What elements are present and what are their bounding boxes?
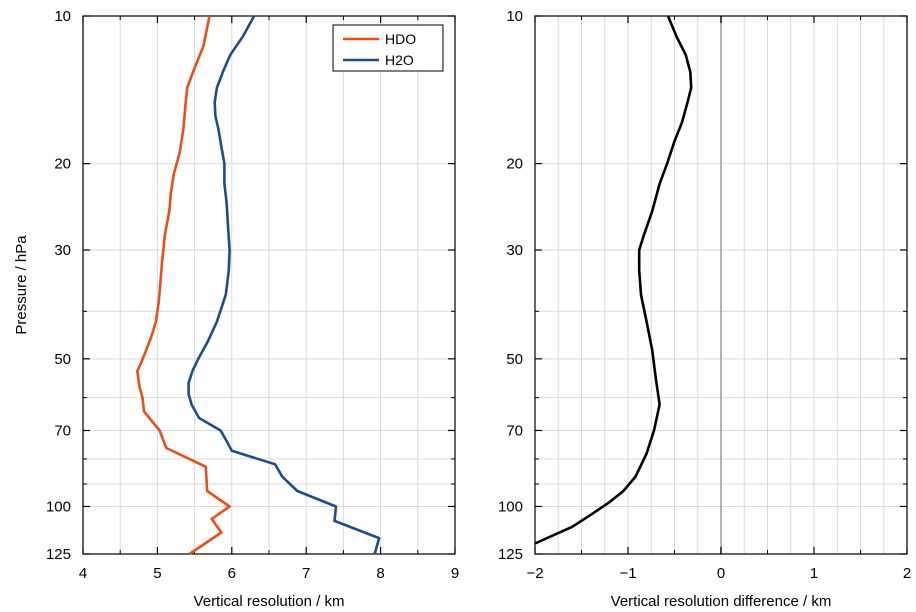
left-panel-resolution: 4 5 6 7 8 9 10 20 30 50 70 100 125 Vertical resolutio… — [13, 8, 459, 610]
x-tick-label: 8 — [376, 565, 384, 582]
y-tick-label: 70 — [506, 422, 523, 439]
y-tick-label: 125 — [498, 546, 523, 563]
y-tick-label: 10 — [54, 8, 71, 25]
x-tick-label: 0 — [717, 565, 725, 582]
legend: HDO H2O — [332, 24, 444, 72]
y-tick-label: 20 — [506, 156, 523, 173]
series-line-hdo — [136, 15, 231, 556]
y-tick-label: 30 — [506, 242, 523, 259]
y-tick-label: 70 — [54, 422, 71, 439]
x-tick-label: −2 — [526, 565, 543, 582]
y-tick-label: 20 — [54, 156, 71, 173]
legend-label-hdo: HDO — [385, 31, 416, 47]
x-tick-label: 9 — [451, 565, 459, 582]
x-axis-title: Vertical resolution difference / km — [611, 593, 832, 610]
x-tick-label: 4 — [79, 565, 87, 582]
y-tick-label: 50 — [506, 351, 523, 368]
right-panel-difference: −2 −1 0 1 2 10 20 30 50 70 100 125 Vertical resoluti… — [498, 8, 911, 610]
y-tick-label: 50 — [54, 351, 71, 368]
x-tick-label: −1 — [619, 565, 636, 582]
x-tick-label: 6 — [228, 565, 236, 582]
legend-label-h2o: H2O — [385, 52, 414, 68]
x-tick-label: 7 — [302, 565, 310, 582]
y-tick-label: 100 — [46, 498, 71, 515]
x-tick-label: 2 — [903, 565, 911, 582]
x-axis-title: Vertical resolution / km — [194, 593, 345, 610]
x-tick-label: 1 — [810, 565, 818, 582]
x-tick-label: 5 — [153, 565, 161, 582]
series-line-difference — [534, 15, 693, 545]
y-tick-label: 30 — [54, 242, 71, 259]
y-tick-label: 10 — [506, 8, 523, 25]
legend-box — [332, 24, 444, 72]
y-tick-label: 125 — [46, 546, 71, 563]
series-line-h2o — [187, 15, 381, 555]
y-axis-title: Pressure / hPa — [13, 235, 30, 335]
y-tick-label: 100 — [498, 498, 523, 515]
